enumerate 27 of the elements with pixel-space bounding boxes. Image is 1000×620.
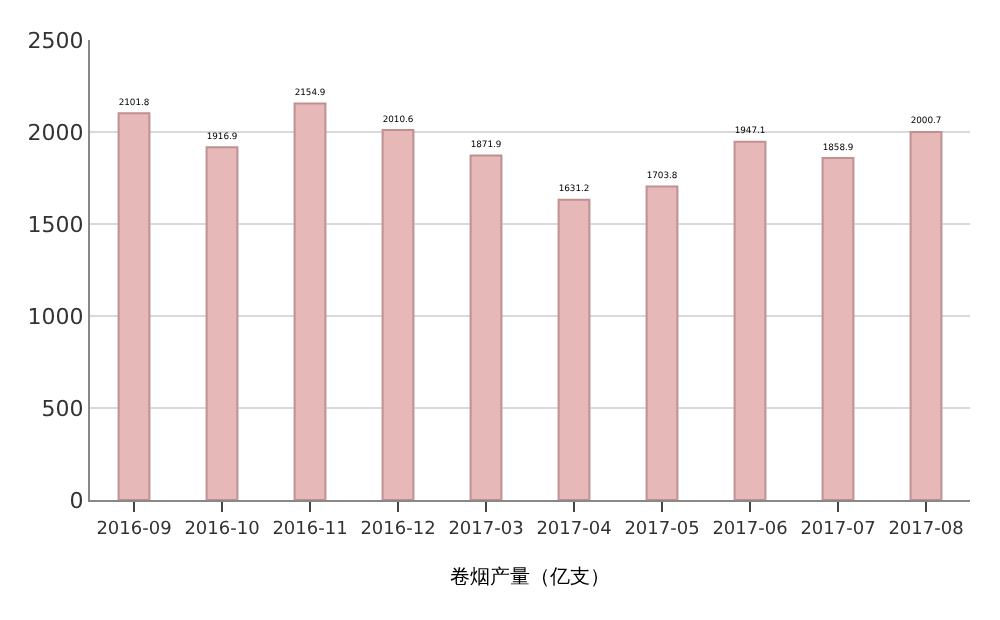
bar	[733, 140, 767, 500]
bar	[293, 102, 327, 500]
x-tick-label: 2016-10	[184, 519, 261, 540]
x-tick-label: 2017-08	[888, 519, 965, 540]
y-tick-label: 1000	[27, 303, 84, 330]
x-tick-label: 2017-04	[536, 519, 613, 540]
x-tick-label: 2017-03	[448, 519, 524, 540]
x-tick-label: 2016-11	[272, 519, 348, 540]
bar	[645, 185, 679, 500]
bar	[205, 146, 239, 500]
y-tick-label: 500	[41, 395, 84, 422]
bar	[381, 129, 415, 500]
bar	[469, 154, 503, 500]
x-tick-label: 2017-07	[800, 519, 876, 540]
bar	[117, 112, 151, 500]
y-tick-label: 2000	[27, 119, 84, 146]
bar	[909, 130, 943, 500]
y-tick-label: 0	[69, 487, 84, 514]
x-tick-label: 2017-06	[712, 519, 789, 540]
x-tick-label: 2016-12	[360, 519, 436, 540]
x-tick-label: 2016-09	[96, 519, 173, 540]
y-tick-label: 1500	[27, 211, 84, 238]
x-tick-label: 2017-05	[624, 519, 700, 540]
x-axis-title: 卷烟产量（亿支）	[450, 564, 610, 589]
y-tick-label: 2500	[27, 27, 84, 54]
bar	[821, 156, 855, 500]
bar	[557, 198, 591, 500]
